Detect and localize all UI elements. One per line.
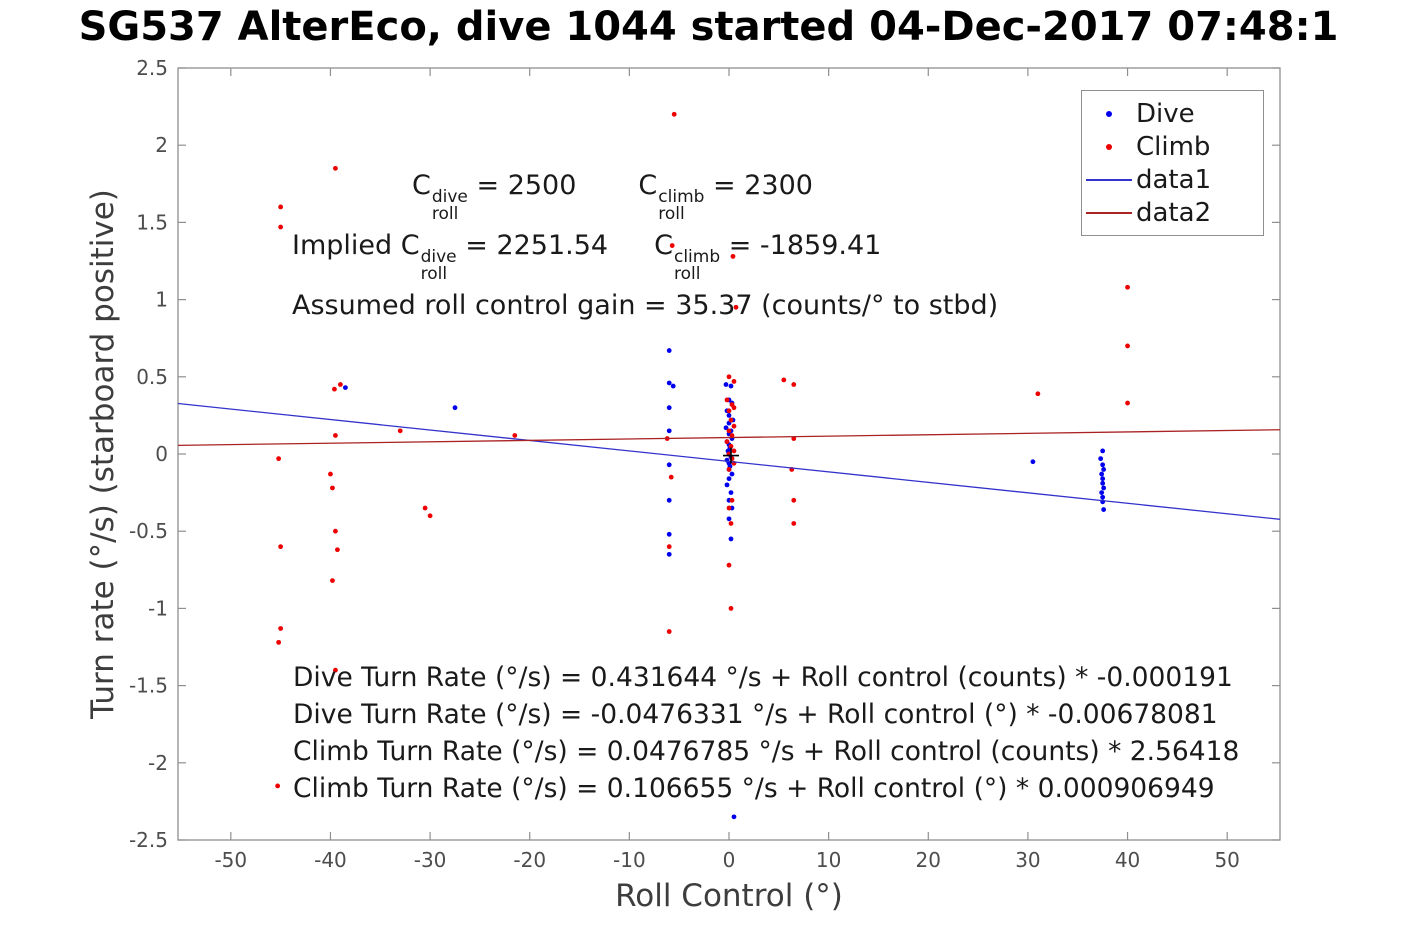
superscript: climb (658, 186, 705, 207)
subscript: roll (420, 264, 448, 285)
legend-item-data2: data2 (1082, 196, 1263, 229)
svg-text:40: 40 (1115, 848, 1140, 872)
svg-text:2: 2 (155, 133, 168, 157)
series-line-data1 (177, 402, 1281, 520)
legend-marker-0 (1106, 110, 1112, 117)
implied-prefix: Implied (292, 230, 401, 261)
svg-text:-1.5: -1.5 (129, 674, 168, 698)
series-points-Climb (275, 111, 1130, 789)
c-roll-dive-value: = 2500 (467, 170, 577, 201)
tick-marks (178, 67, 1280, 841)
legend-marker-3 (1086, 211, 1132, 214)
svg-text:-1: -1 (148, 596, 168, 620)
fit-equations: Dive Turn Rate (°/s) = 0.431644 °/s + Ro… (293, 659, 1239, 807)
svg-text:0: 0 (723, 848, 736, 872)
legend-label: data1 (1136, 164, 1212, 195)
equation-dive-degrees: Dive Turn Rate (°/s) = -0.0476331 °/s + … (293, 699, 1218, 730)
tick-labels: -50 -40 -30 -20 -10 0 10 20 30 40 50-2.5-2-1.5-1-0… (129, 56, 1240, 872)
equation-climb-degrees: Climb Turn Rate (°/s) = 0.106655 °/s + R… (293, 773, 1215, 804)
legend-label: Climb (1136, 131, 1211, 162)
origin-plus-marker (722, 447, 739, 464)
legend-item-climb: Climb (1082, 130, 1263, 163)
legend-label: data2 (1136, 197, 1212, 228)
annotation-roll-gain: Assumed roll control gain = 35.37 (count… (292, 290, 999, 321)
svg-text:50: 50 (1214, 848, 1239, 872)
y-axis-label: Turn rate (°/s) (starboard positive) (85, 189, 121, 719)
superscript: dive (431, 186, 468, 207)
superscript: dive (420, 246, 457, 267)
svg-text:1.5: 1.5 (136, 210, 168, 234)
svg-text:0: 0 (155, 442, 168, 466)
legend-marker-1 (1106, 143, 1112, 150)
subscript: roll (658, 204, 685, 225)
x-axis-label: Roll Control (°) (615, 878, 843, 914)
svg-text:-0.5: -0.5 (129, 519, 168, 543)
c-roll-climb-value: = -1859.41 (720, 230, 882, 261)
legend-item-data1: data1 (1082, 163, 1263, 196)
equation-climb-counts: Climb Turn Rate (°/s) = 0.0476785 °/s + … (293, 736, 1240, 767)
legend-label: Dive (1136, 98, 1195, 129)
svg-text:-20: -20 (513, 848, 546, 872)
c-roll-dive-value: = 2251.54 (456, 230, 609, 261)
legend: Dive Climb data1 data2 (1081, 90, 1264, 236)
svg-text:-10: -10 (613, 848, 646, 872)
svg-text:-30: -30 (414, 848, 447, 872)
legend-item-dive: Dive (1082, 97, 1263, 130)
svg-text:10: 10 (816, 848, 841, 872)
svg-text:-40: -40 (314, 848, 347, 872)
series-line-data2 (177, 429, 1281, 447)
svg-text:-2: -2 (148, 751, 168, 775)
equation-dive-counts: Dive Turn Rate (°/s) = 0.431644 °/s + Ro… (293, 662, 1233, 693)
subscript: roll (673, 264, 701, 285)
subscript: roll (431, 204, 459, 225)
chart-title: SG537 AlterEco, dive 1044 started 04-Dec… (78, 4, 1339, 50)
svg-text:-50: -50 (214, 848, 247, 872)
svg-text:2.5: 2.5 (136, 56, 168, 80)
svg-text:30: 30 (1015, 848, 1040, 872)
svg-text:20: 20 (916, 848, 941, 872)
superscript: climb (673, 246, 721, 267)
svg-text:1: 1 (155, 288, 168, 312)
legend-marker-2 (1086, 178, 1132, 181)
c-roll-climb-value: = 2300 (704, 170, 813, 201)
svg-text:-2.5: -2.5 (129, 828, 168, 852)
svg-text:0.5: 0.5 (136, 365, 168, 389)
